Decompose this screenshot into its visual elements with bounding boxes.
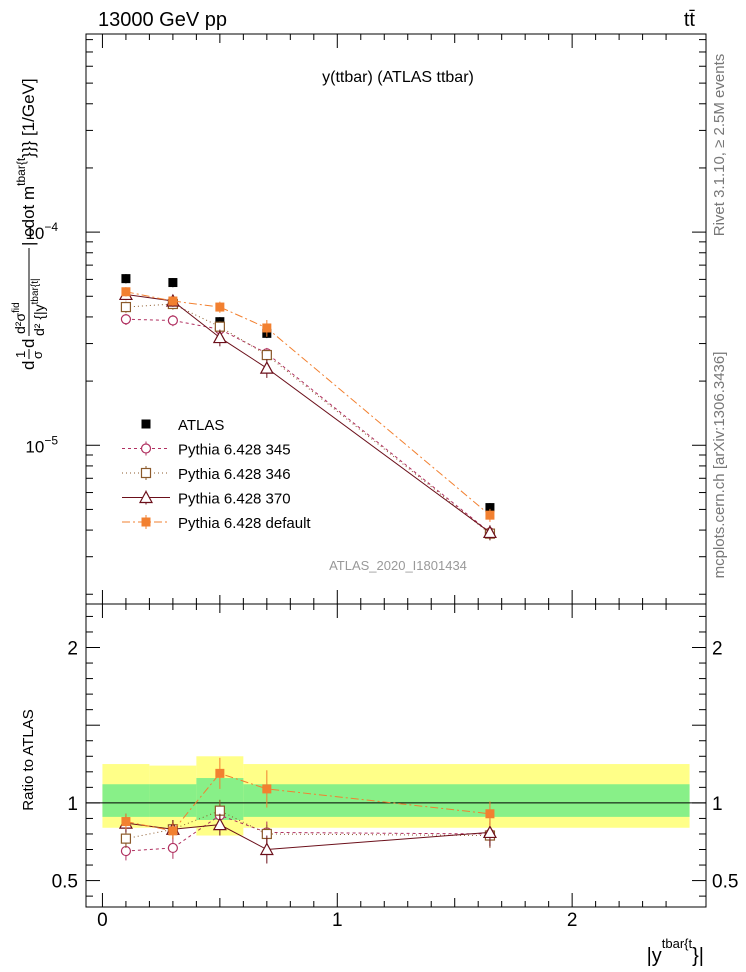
rivet-version-label: Rivet 3.1.10, ≥ 2.5M events: [711, 54, 728, 237]
ratio-frame: [85, 603, 707, 908]
header-final-state: tt̄: [684, 9, 696, 31]
ratio-xlabel: |ytbar{t}|: [647, 936, 704, 967]
legend-label: Pythia 6.428 345: [178, 442, 291, 459]
ratio-data-point: [121, 817, 131, 827]
legend-marker: [141, 419, 151, 429]
ratio-data-point: [167, 842, 178, 854]
ratio-stat-uncertainty-band: [102, 784, 150, 817]
main-series-line: [125, 318, 491, 533]
ratio-data-point: [482, 825, 497, 839]
main-data-point: [261, 349, 272, 361]
ylabel-frac2-den-sup: tbar{t|: [30, 278, 41, 304]
mcplots-reference-label: mcplots.cern.ch [arXiv:1306.3436]: [711, 352, 728, 579]
ratio-ytick-label: 2: [67, 639, 78, 660]
ylabel-frac2-num: d²σ: [12, 313, 28, 334]
legend-label: ATLAS: [178, 417, 224, 434]
ratio-series-pythia-6-428-default: [121, 757, 495, 839]
ratio-xtick-label: 0: [97, 910, 108, 931]
legend-marker: [141, 517, 151, 527]
ratio-xtick-label: 1: [332, 910, 343, 931]
svg-text:d² {|ytbar{t|: d² {|ytbar{t|: [30, 278, 47, 336]
main-data-point: [262, 323, 272, 333]
ratio-ytick-label: 1: [67, 794, 78, 815]
ratio-data-point: [120, 833, 132, 844]
ylabel-tail-sup: tbar{t: [14, 157, 28, 186]
ylabel-frac2-num-sup: fid: [11, 302, 22, 313]
ratio-xtick-label: 2: [567, 910, 578, 931]
main-ytick-label: 10−5: [25, 433, 58, 456]
legend-marker: [140, 467, 152, 479]
main-data-point: [121, 287, 131, 297]
main-panel: 10−5 10−4 y(ttbar) (ATLAS ttbar) ATLAS_20…: [11, 33, 707, 605]
ylabel-d-prefix: d: [19, 361, 38, 370]
ratio-stat-uncertainty-band: [149, 784, 197, 817]
xlabel-end: }|: [692, 945, 704, 967]
ratio-series-line: [125, 772, 490, 832]
ylabel-end: }}} [1/GeV]: [19, 78, 38, 157]
ratio-ytick-label-right: 1: [712, 794, 723, 815]
ylabel-d: d: [19, 339, 38, 348]
legend-marker: [140, 443, 152, 454]
main-series-pythia-6-428-default: [121, 287, 495, 522]
main-data-point: [485, 503, 495, 513]
ratio-ytick-label-right: 0.5: [712, 872, 738, 893]
analysis-watermark: ATLAS_2020_I1801434: [329, 558, 467, 573]
ylabel-tail: | cdot m: [19, 186, 38, 246]
main-title: y(ttbar) (ATLAS ttbar): [322, 69, 474, 86]
ylabel-frac1-num: 1: [13, 351, 28, 358]
header-process: 13000 GeV pp: [98, 9, 227, 31]
legend-marker: [138, 490, 154, 504]
main-ytick-label: 10−4: [25, 220, 58, 243]
svg-text:d: d: [19, 361, 38, 370]
main-series-line: [125, 291, 491, 516]
svg-text:| cdot mtbar{t}}} [1/GeV]: | cdot mtbar{t}}} [1/GeV]: [14, 78, 38, 246]
xlabel-base: |y: [647, 945, 662, 967]
ratio-ytick-label-right: 2: [712, 639, 723, 660]
legend-label: Pythia 6.428 default: [178, 515, 311, 532]
main-data-point: [482, 525, 497, 539]
legend: ATLAS Pythia 6.428 345 Pythia 6.428 346 Pyt…: [122, 417, 311, 532]
ratio-data-point: [212, 817, 227, 831]
ylabel-frac2-den: d² {|y: [31, 304, 47, 336]
ratio-stat-uncertainty-band: [243, 784, 690, 817]
legend-label: Pythia 6.428 370: [178, 491, 291, 508]
ratio-data-point: [262, 784, 272, 794]
svg-text:d²σfid: d²σfid: [11, 302, 28, 334]
ylabel-frac1-den: σ: [30, 351, 45, 359]
ratio-ytick-label: 0.5: [52, 872, 78, 893]
main-data-point: [168, 278, 178, 288]
main-ylabel: d 1 σ d d²σfid d² {|ytbar{t| | cdot mtba…: [11, 78, 47, 370]
main-data-point: [259, 360, 274, 374]
main-data-point: [120, 314, 132, 325]
main-data-point: [168, 296, 178, 306]
ratio-data-point: [168, 826, 178, 836]
main-series-pythia-6-428-370: [118, 287, 497, 541]
main-data-point: [215, 302, 225, 312]
main-data-point: [167, 315, 178, 326]
ratio-data-point: [485, 809, 495, 819]
xlabel-sup: tbar{t: [662, 936, 693, 951]
main-data-point: [120, 301, 132, 313]
ratio-ylabel: Ratio to ATLAS: [20, 709, 37, 810]
ratio-data-point: [259, 842, 274, 856]
main-data-point: [212, 330, 227, 344]
ratio-data-point: [215, 768, 225, 778]
main-data-point: [485, 510, 495, 520]
legend-label: Pythia 6.428 346: [178, 466, 291, 483]
ratio-panel: 0.5 0.5 1 1 2 2 0 1 2 Ratio to ATLAS |ytbar{t}|: [20, 603, 738, 967]
main-data-point: [121, 274, 131, 284]
